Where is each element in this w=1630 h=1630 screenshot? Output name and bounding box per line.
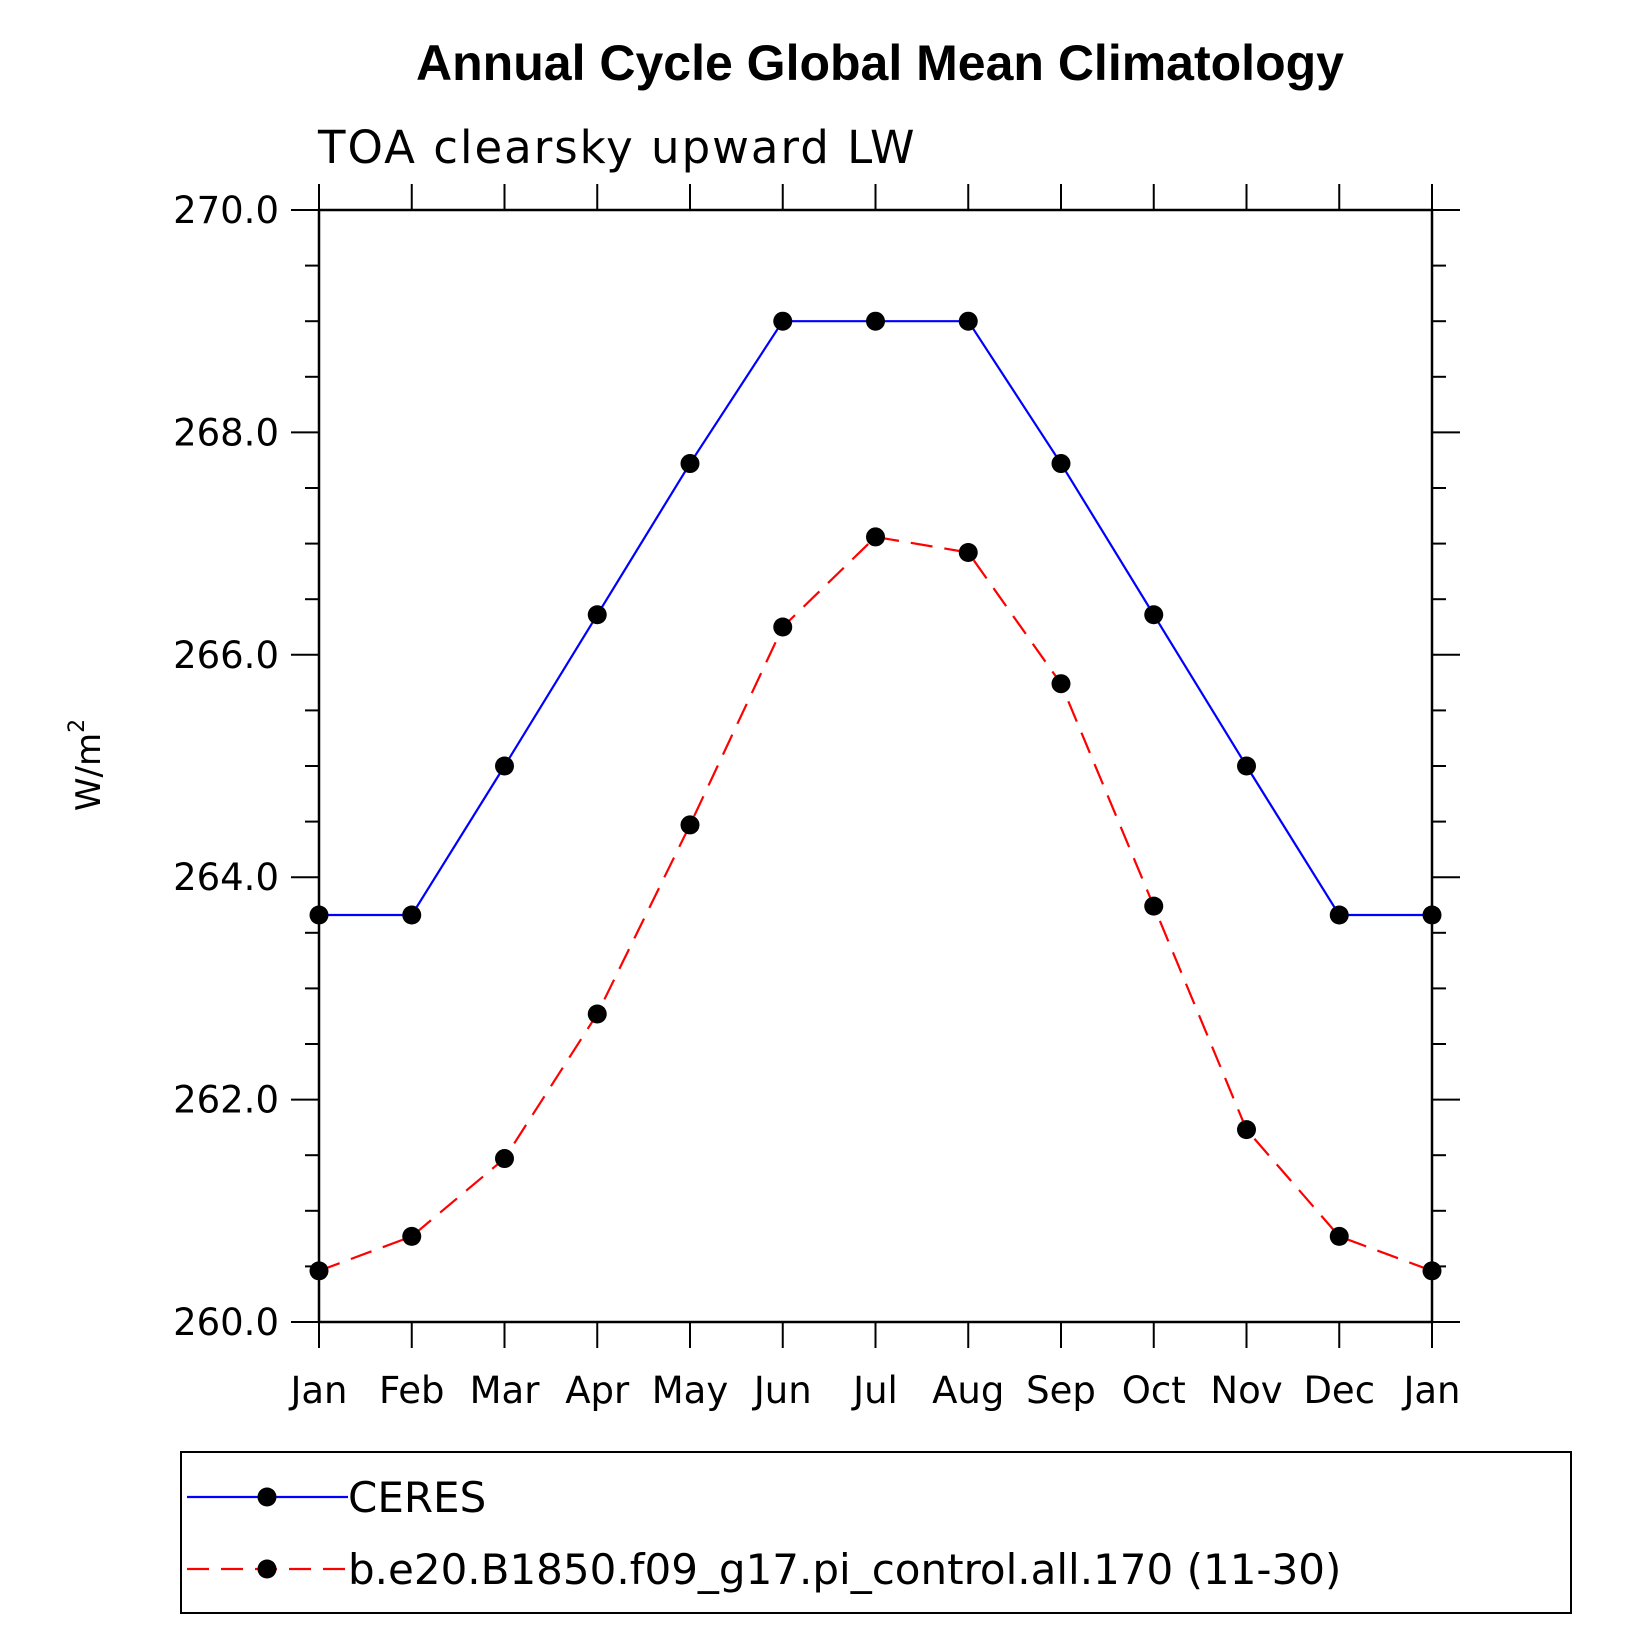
x-tick-label: Feb xyxy=(379,1369,445,1412)
data-point-1 xyxy=(1329,1226,1349,1246)
legend-label-model: b.e20.B1850.f09_g17.pi_control.all.170 (… xyxy=(348,1545,1341,1594)
y-axis-label-text: W/m xyxy=(69,733,109,811)
data-point-1 xyxy=(587,1004,607,1024)
data-point-1 xyxy=(495,1149,514,1169)
y-tick-label: 266.0 xyxy=(173,634,279,677)
chart-subtitle: TOA clearsky upward LW xyxy=(317,121,917,174)
series-layer xyxy=(309,311,1442,1281)
data-point-0 xyxy=(402,905,422,925)
data-point-1 xyxy=(309,1261,329,1281)
series-line-0 xyxy=(319,320,1432,917)
data-point-0 xyxy=(773,311,793,331)
series-line-1 xyxy=(318,535,1433,1272)
x-tick-label: Nov xyxy=(1210,1369,1282,1412)
svg-text:W/m2: W/m2 xyxy=(65,719,109,811)
x-tick-label: Dec xyxy=(1303,1369,1375,1412)
y-tick-label: 270.0 xyxy=(173,189,279,232)
legend-marker-ceres xyxy=(257,1487,277,1507)
data-point-1 xyxy=(773,617,793,637)
y-axis-label: W/m2 xyxy=(65,719,109,811)
data-point-0 xyxy=(1237,756,1256,776)
data-point-0 xyxy=(680,454,700,474)
chart-title: Annual Cycle Global Mean Climatology xyxy=(416,35,1344,91)
y-axis-label-superscript: 2 xyxy=(65,719,90,733)
x-tick-label: Jan xyxy=(288,1369,347,1412)
legend-label-ceres: CERES xyxy=(348,1473,486,1522)
axes: 260.0 262.0 264.0 266.0 268.0 270.0 Jan Feb Mar A… xyxy=(173,184,1461,1412)
data-point-1 xyxy=(1051,674,1071,694)
legend-box xyxy=(180,1451,1572,1614)
x-tick-label: Apr xyxy=(565,1369,630,1412)
data-point-0 xyxy=(1144,605,1164,625)
data-point-0 xyxy=(587,605,607,625)
data-point-0 xyxy=(1051,454,1071,474)
data-point-0 xyxy=(958,311,978,331)
plot-frame xyxy=(317,208,1434,1324)
y-tick-label: 260.0 xyxy=(173,1301,279,1344)
data-point-0 xyxy=(866,311,885,331)
x-tick-label: Jun xyxy=(752,1369,812,1412)
x-tick-label: Mar xyxy=(470,1369,541,1412)
x-tick-label: Oct xyxy=(1122,1369,1186,1412)
data-point-0 xyxy=(495,756,514,776)
legend: CERES b.e20.B1850.f09_g17.pi_control.all… xyxy=(180,1451,1572,1614)
data-point-0 xyxy=(1422,905,1442,925)
legend-marker-model xyxy=(257,1559,277,1579)
data-point-1 xyxy=(1422,1261,1442,1281)
data-point-1 xyxy=(402,1226,422,1246)
y-tick-label: 264.0 xyxy=(173,856,279,899)
data-point-1 xyxy=(958,542,978,562)
y-tick-label: 268.0 xyxy=(173,411,279,454)
data-point-1 xyxy=(680,815,700,835)
x-tick-label: May xyxy=(652,1369,729,1412)
x-tick-label: Aug xyxy=(932,1369,1004,1412)
data-point-0 xyxy=(1329,905,1349,925)
data-point-1 xyxy=(1237,1120,1256,1140)
x-tick-label: Sep xyxy=(1026,1369,1096,1412)
data-point-1 xyxy=(866,527,885,547)
data-point-0 xyxy=(309,905,329,925)
data-point-1 xyxy=(1144,896,1164,916)
x-tick-label: Jan xyxy=(1401,1369,1460,1412)
x-tick-label: Jul xyxy=(851,1369,898,1412)
y-tick-label: 262.0 xyxy=(173,1079,279,1122)
